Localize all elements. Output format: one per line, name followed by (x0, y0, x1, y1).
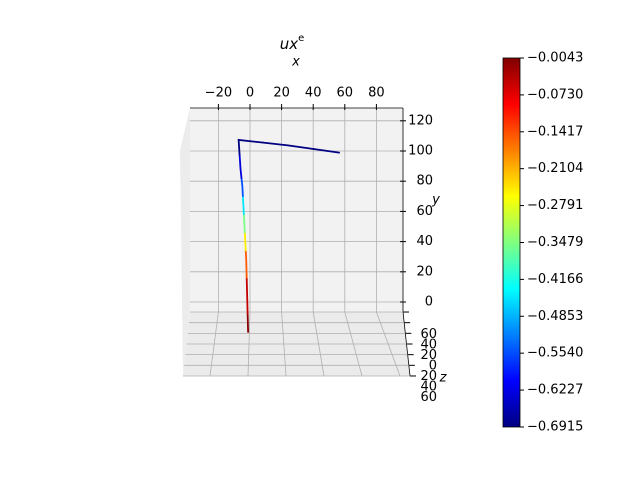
z-tick-label: 60 (420, 390, 437, 405)
x-tick-label: 20 (273, 86, 290, 101)
x-axis-label: x (291, 55, 300, 70)
title-base: ux (280, 35, 299, 53)
line-segment (238, 153, 243, 179)
colorbar-tick-label: −0.4853 (527, 309, 583, 324)
colorbar-tick-label: −0.6227 (527, 383, 583, 398)
y-tick-label: 0 (425, 295, 433, 310)
line-segment (241, 195, 245, 216)
x-tick-label: 60 (337, 86, 354, 101)
z-tick-label: 20 (420, 369, 437, 384)
z-tick-label: 0 (429, 359, 437, 374)
back-pane (190, 108, 403, 312)
x-tick-label: 40 (305, 86, 322, 101)
z-tick-label: 60 (420, 327, 437, 342)
colorbar-tick-label: −0.2104 (527, 161, 583, 176)
left-pane (180, 108, 190, 376)
line-segment (240, 177, 244, 198)
y-tick-label: 40 (416, 234, 433, 249)
colorbar-tick-label: −0.6915 (527, 420, 583, 435)
colorbar-tick-label: −0.5540 (527, 346, 583, 361)
line-segment (242, 213, 246, 234)
chart-title: uxe (280, 33, 305, 53)
z-tick-label: 40 (420, 380, 437, 395)
colorbar-tick-label: −0.0043 (527, 51, 583, 66)
y-tick-label: 100 (408, 144, 433, 159)
z-tick-label: 20 (420, 348, 437, 363)
x-tick-label: 0 (246, 86, 254, 101)
x-tick-label: 80 (368, 86, 385, 101)
line-segment (262, 141, 315, 150)
colorbar-tick-label: −0.3479 (527, 235, 583, 250)
x-tick-label: −20 (205, 86, 232, 101)
line-segment (245, 276, 249, 315)
y-tick-label: 80 (416, 174, 433, 189)
line-segment (244, 249, 248, 279)
line-segment (312, 148, 341, 154)
z-axis-label: z (439, 371, 448, 386)
title-sup: e (298, 33, 304, 44)
line-segment (243, 231, 247, 252)
colorbar-tick-label: −0.0730 (527, 87, 583, 102)
y-tick-label: 120 (408, 113, 433, 128)
y-tick-label: 20 (416, 264, 433, 279)
colorbar-tick-label: −0.2791 (527, 198, 583, 213)
colorbar-tick-label: −0.4166 (527, 272, 583, 287)
colorbar-tick-label: −0.1417 (527, 124, 583, 139)
y-axis-label: y (431, 193, 440, 208)
colorbar (502, 57, 521, 428)
z-tick-label: 40 (420, 338, 437, 353)
y-tick-label: 60 (416, 204, 433, 219)
line-segment (237, 138, 265, 156)
